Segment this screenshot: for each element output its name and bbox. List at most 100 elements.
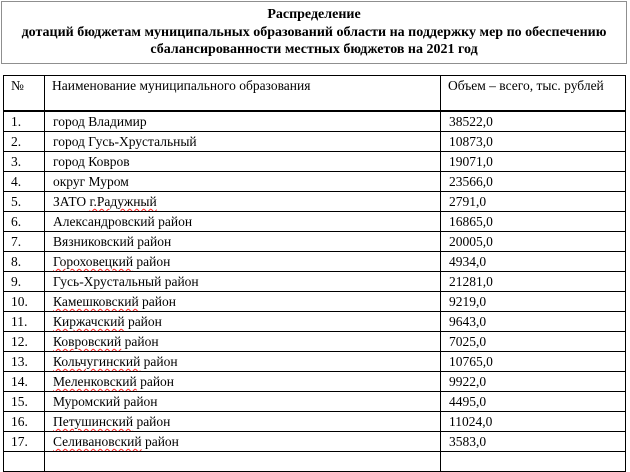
header-cell-name: Наименование муниципального образования (44, 75, 441, 112)
misspelled-word: г.Радужный (89, 194, 157, 209)
name-pre: город Гусь-Хрустальный (53, 134, 197, 149)
municipality-name-cell: ЗАТО г.Радужный (44, 191, 441, 212)
volume-cell: 10765,0 (440, 351, 626, 372)
municipality-name-cell: город Владимир (44, 110, 441, 132)
volume-cell: 4934,0 (440, 251, 626, 272)
name-post: район (124, 314, 162, 329)
row-number-cell: 14. (3, 371, 45, 392)
volume-cell: 4495,0 (440, 391, 626, 412)
title-box: Распределение дотаций бюджетам муниципал… (1, 1, 627, 64)
misspelled-word: Селивановский (53, 434, 142, 449)
row-number-cell: 8. (3, 251, 45, 272)
row-number-cell: 9. (3, 271, 45, 292)
misspelled-word: Меленковский (53, 374, 137, 389)
municipality-name-cell: Александровский район (44, 211, 441, 232)
table-row: 7. Вязниковский район 20005,0 (3, 231, 626, 252)
table-row: 4. округ Муром 23566,0 (3, 171, 626, 192)
volume-cell: 11024,0 (440, 411, 626, 432)
volume-cell: 38522,0 (440, 110, 626, 132)
name-pre: Гусь-Хрустальный район (53, 274, 199, 289)
allocation-table: № Наименование муниципального образовани… (3, 75, 626, 472)
municipality-name-cell: Камешковский район (44, 291, 441, 312)
table-row: 15. Муромский район 4495,0 (3, 391, 626, 412)
name-pre: ЗАТО (53, 194, 90, 209)
volume-cell: 23566,0 (440, 171, 626, 192)
volume-cell: 7025,0 (440, 331, 626, 352)
name-post: район (140, 354, 178, 369)
table-row: 6. Александровский район 16865,0 (3, 211, 626, 232)
volume-cell: 10873,0 (440, 131, 626, 152)
name-pre: город Владимир (53, 114, 147, 129)
municipality-name-cell: Гусь-Хрустальный район (44, 271, 441, 292)
name-post: район (138, 294, 176, 309)
municipality-name-cell: Гороховецкий район (44, 251, 441, 272)
row-number-cell: 12. (3, 331, 45, 352)
table-row: 13. Кольчугинский район 10765,0 (3, 351, 626, 372)
row-number-cell: 4. (3, 171, 45, 192)
municipality-name-cell: Меленковский район (44, 371, 441, 392)
municipality-name-cell: город Гусь-Хрустальный (44, 131, 441, 152)
name-post: район (133, 414, 171, 429)
document-title-line-2: дотаций бюджетам муниципальных образован… (21, 24, 607, 40)
misspelled-word: Петушинский (53, 414, 134, 429)
misspelled-word: Ковровский (53, 334, 122, 349)
row-number-cell: 16. (3, 411, 45, 432)
header-cell-num: № (3, 75, 45, 112)
misspelled-word: Гороховецкий (53, 254, 134, 269)
municipality-name-cell: округ Муром (44, 171, 441, 192)
name-post: район (141, 434, 179, 449)
name-pre: Вязниковский район (53, 234, 172, 249)
name-pre: город Ковров (53, 154, 130, 169)
table-row: 8. Гороховецкий район 4934,0 (3, 251, 626, 272)
volume-cell: 9922,0 (440, 371, 626, 392)
table-row: 10. Камешковский район 9219,0 (3, 291, 626, 312)
name-post: район (121, 334, 159, 349)
municipality-name-cell: Петушинский район (44, 411, 441, 432)
row-number-cell: 2. (3, 131, 45, 152)
name-post: район (136, 374, 175, 389)
municipality-name-cell: Кольчугинский район (44, 351, 441, 372)
volume-cell: 16865,0 (440, 211, 626, 232)
volume-cell (440, 451, 626, 472)
table-row: 3. город Ковров 19071,0 (3, 151, 626, 172)
table-row: 9. Гусь-Хрустальный район 21281,0 (3, 271, 626, 292)
document-title-line-1: Распределение (267, 7, 361, 22)
row-number-cell: 10. (3, 291, 45, 312)
table-row: 11. Киржачский район 9643,0 (3, 311, 626, 332)
row-number-cell: 1. (3, 110, 45, 132)
row-number-cell: 3. (3, 151, 45, 172)
volume-cell: 9219,0 (440, 291, 626, 312)
row-number-cell: 13. (3, 351, 45, 372)
name-pre: Муромский район (53, 394, 158, 409)
row-number-cell: 11. (3, 311, 45, 332)
table-row: 14. Меленковский район 9922,0 (3, 371, 626, 392)
header-cell-volume: Объем – всего, тыс. рублей (440, 75, 626, 112)
municipality-name-cell: Киржачский район (44, 311, 441, 332)
row-number-cell: 15. (3, 391, 45, 412)
document-title-line-3: сбалансированности местных бюджетов на 2… (150, 42, 478, 57)
name-post: район (133, 254, 171, 269)
misspelled-word: Камешковский (53, 294, 139, 309)
name-pre: округ Муром (53, 174, 129, 189)
volume-cell: 19071,0 (440, 151, 626, 172)
misspelled-word: Киржачский (53, 314, 125, 329)
table-header-row: № Наименование муниципального образовани… (3, 75, 626, 112)
row-number-cell: 6. (3, 211, 45, 232)
volume-cell: 20005,0 (440, 231, 626, 252)
row-number-cell: 7. (3, 231, 45, 252)
municipality-name-cell: Вязниковский район (44, 231, 441, 252)
municipality-name-cell (44, 451, 441, 472)
table-row: 16. Петушинский район 11024,0 (3, 411, 626, 432)
municipality-name-cell: Ковровский район (44, 331, 441, 352)
municipality-name-cell: Муромский район (44, 391, 441, 412)
table-row-partial (3, 451, 626, 472)
table-row: 12. Ковровский район 7025,0 (3, 331, 626, 352)
volume-cell: 21281,0 (440, 271, 626, 292)
table-row: 5. ЗАТО г.Радужный 2791,0 (3, 191, 626, 212)
name-pre: Александровский район (53, 214, 193, 229)
row-number-cell (3, 451, 45, 472)
table-body: 1. город Владимир 38522,0 2. город Гусь-… (3, 110, 626, 472)
volume-cell: 9643,0 (440, 311, 626, 332)
misspelled-word: Кольчугинский (53, 354, 141, 369)
